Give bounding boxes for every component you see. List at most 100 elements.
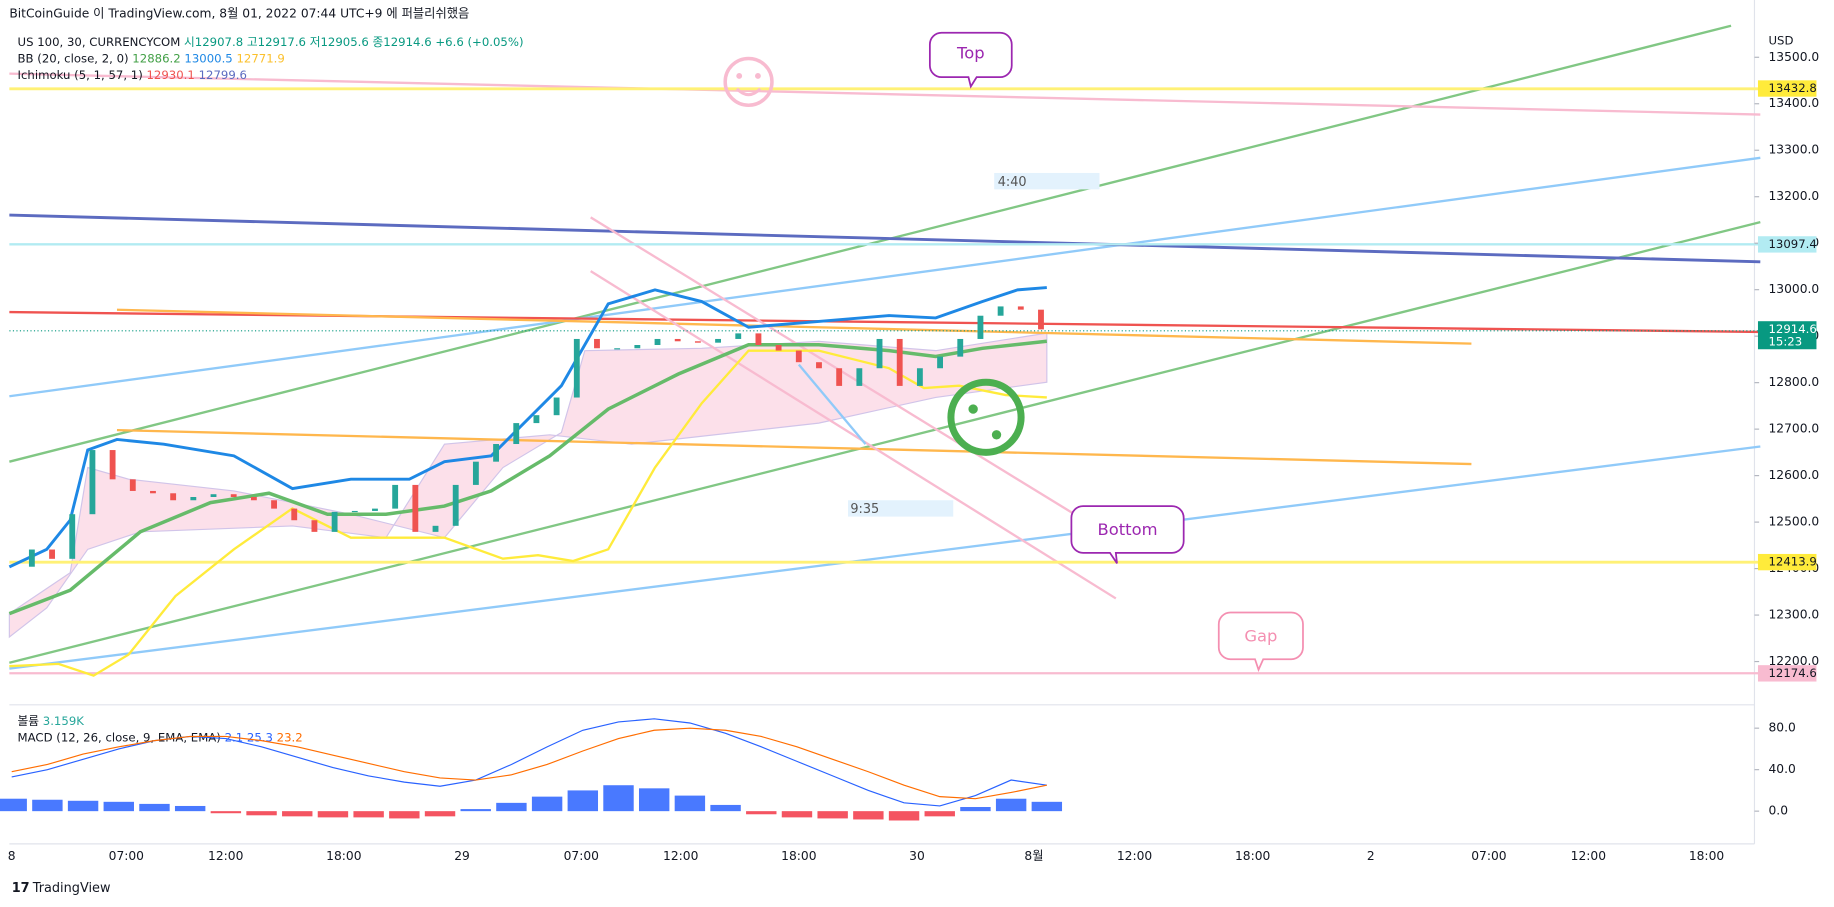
macd-bar	[353, 811, 384, 818]
y-tick-label: 12300.0	[1769, 608, 1820, 622]
currency: USD	[1769, 33, 1794, 47]
x-tick-label: 18:00	[1235, 849, 1270, 863]
macd-bar	[460, 809, 491, 812]
y-tick-label: 13400.0	[1769, 96, 1820, 110]
candle-body	[916, 368, 923, 386]
macd-bar	[995, 798, 1027, 812]
legend-text: Ichimoku (5, 1, 57, 1) 12930.1 12799.6	[18, 67, 247, 81]
candle-body	[957, 338, 964, 357]
bb-name: BB (20, close, 2, 0)	[18, 51, 129, 65]
ichimoku-value: 12930.1	[146, 67, 194, 81]
candle-body	[311, 520, 318, 532]
candle-body	[614, 348, 621, 350]
y-tick-label: 13300.0	[1769, 143, 1820, 157]
candle-body	[291, 508, 298, 521]
candle-body	[250, 496, 257, 501]
candle-body	[876, 338, 883, 369]
candle-body	[150, 490, 156, 494]
x-tick-label: 30	[909, 849, 925, 863]
candle-body	[109, 450, 116, 480]
x-tick-label: 18:00	[1689, 849, 1724, 863]
macd-bar	[567, 790, 599, 812]
candle-body	[472, 461, 479, 485]
y-tick-label: 13000.0	[1769, 282, 1820, 296]
countdown: 15:23	[1769, 335, 1803, 349]
candle-body	[694, 341, 701, 343]
macd-name: MACD (12, 26, close, 9, EMA, EMA)	[18, 730, 221, 744]
y-tick-label: 40.0	[1769, 762, 1796, 776]
annotation: Top	[956, 43, 985, 62]
y-tick-label: 12800.0	[1769, 375, 1820, 389]
candle-body	[49, 549, 55, 559]
open: 시12907.8	[184, 35, 243, 49]
price-tag-label: 12914.6	[1769, 322, 1817, 336]
bb-value: 12771.9	[236, 51, 284, 65]
candle-body	[28, 549, 35, 567]
x-tick-label: 07:00	[109, 849, 144, 863]
candle-body	[493, 444, 499, 462]
legend-text: 볼륨 3.159K	[18, 714, 85, 728]
candle-body	[674, 338, 681, 342]
candle-body	[1017, 306, 1024, 310]
annotation: 9:35	[850, 502, 879, 517]
macd-bar	[674, 795, 706, 812]
signal-line	[11, 727, 1047, 800]
candle-body	[89, 450, 96, 515]
y-tick-label: 12200.0	[1769, 654, 1820, 668]
macd-bar	[246, 811, 277, 816]
volume-value: 3.159K	[43, 714, 84, 728]
price-tag-label: 13097.4	[1769, 237, 1817, 251]
candle-body	[513, 423, 520, 445]
x-tick-label: 18:00	[781, 849, 816, 863]
y-tick-label: 12700.0	[1769, 422, 1820, 436]
legend-text: BB (20, close, 2, 0) 12886.2 13000.5 127…	[18, 51, 285, 65]
candle-body	[412, 484, 419, 532]
x-tick-label: 29	[454, 849, 470, 863]
macd-bar	[317, 811, 349, 818]
candle-body	[190, 496, 197, 501]
candle-body	[755, 333, 762, 346]
candle-body	[795, 350, 802, 363]
price-tag	[1757, 236, 1817, 253]
price-tag	[1757, 80, 1817, 97]
annotation: 4:40	[998, 175, 1027, 190]
candle-body	[977, 315, 984, 339]
x-tick-label: 18:00	[326, 849, 361, 863]
candle-body	[533, 415, 540, 424]
macd-bar	[496, 802, 527, 812]
candle-body	[271, 500, 277, 509]
high: 고12917.6	[247, 35, 306, 49]
x-tick-label: 12:00	[663, 849, 698, 863]
annotation: Gap	[1244, 627, 1277, 646]
macd-bar	[603, 785, 634, 812]
macd-bar	[960, 807, 991, 812]
x-tick-label: 07:00	[564, 849, 599, 863]
macd-bar	[424, 811, 456, 817]
price-tag-label: 13432.8	[1769, 81, 1817, 95]
candle-body	[331, 511, 338, 532]
macd-bar	[1031, 801, 1063, 812]
y-tick-label: 12600.0	[1769, 468, 1820, 482]
change: +6.6 (+0.05%)	[435, 35, 523, 49]
candle-body	[573, 338, 580, 398]
price-tag	[1757, 321, 1817, 350]
candle-body	[230, 494, 237, 497]
price-tag-label: 12174.6	[1769, 666, 1817, 680]
macd-bar	[0, 798, 27, 812]
macd-bar	[853, 811, 884, 820]
header-title: BitCoinGuide 이 TradingView.com, 8월 01, 2…	[9, 6, 469, 21]
macd-bar	[174, 805, 206, 812]
macd-bar	[781, 811, 813, 818]
footer-brand: TradingView	[32, 881, 111, 896]
macd-bar	[389, 811, 420, 819]
y-tick-label: 13500.0	[1769, 50, 1820, 64]
ichimoku-name: Ichimoku (5, 1, 57, 1)	[18, 67, 143, 81]
x-tick-label: 12:00	[1571, 849, 1606, 863]
macd-bar	[531, 796, 563, 812]
y-tick-label: 0.0	[1769, 804, 1789, 818]
candle-body	[654, 338, 661, 346]
macd-bar	[746, 811, 777, 815]
candle-body	[129, 479, 136, 491]
